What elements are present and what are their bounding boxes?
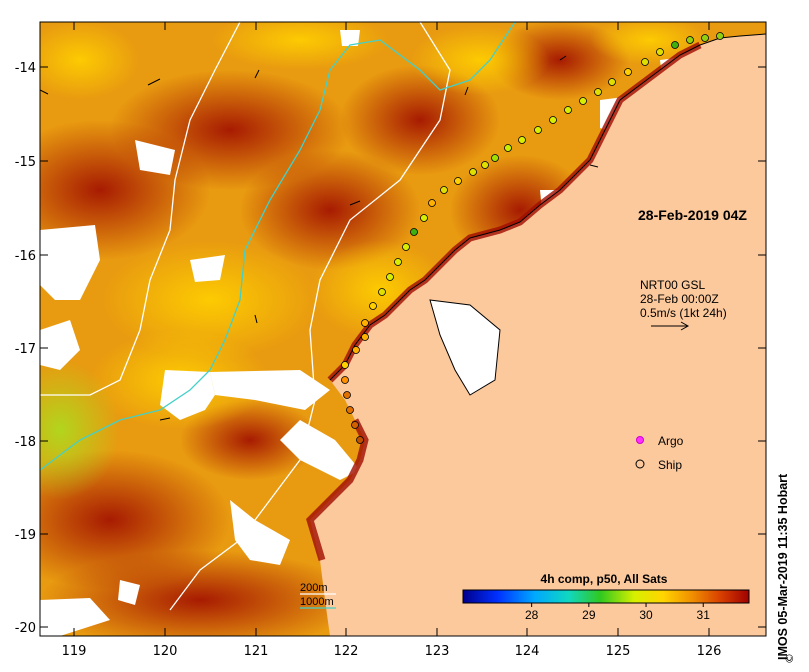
axis-ticks <box>40 22 766 636</box>
colorbar-tick-label: 31 <box>697 608 711 622</box>
ship-marker-icon <box>635 459 645 469</box>
colorbar: 4h comp, p50, All Sats 28 29 30 31 <box>462 572 750 622</box>
scale-arrow-icon <box>651 321 690 331</box>
current-legend-line2: 28-Feb 00:00Z <box>640 292 719 306</box>
copyright-mark: © <box>783 653 796 664</box>
ship-track <box>341 32 724 444</box>
ship-label: Ship <box>658 458 682 472</box>
credit-text: IMOS 05-Mar-2019 11:35 Hobart <box>776 473 790 660</box>
current-legend-line3: 0.5m/s (1kt 24h) <box>640 306 727 320</box>
lon-tick-labels: 119 120 121 122 123 124 125 126 <box>62 644 722 659</box>
plot-frame <box>39 21 767 637</box>
argo-label: Argo <box>658 434 684 448</box>
lon-tick: 123 <box>425 644 450 659</box>
current-vectors <box>40 55 599 421</box>
lon-tick: 122 <box>334 644 359 659</box>
lat-tick-labels: -14 -15 -16 -17 -18 -19 -20 <box>15 61 36 636</box>
current-legend: NRT00 GSL 28-Feb 00:00Z 0.5m/s (1kt 24h) <box>640 278 727 331</box>
current-legend-line1: NRT00 GSL <box>640 278 705 292</box>
colorbar-tick-label: 29 <box>582 608 596 622</box>
lat-tick: -16 <box>15 249 36 264</box>
lat-tick: -14 <box>15 61 36 76</box>
symbol-legend: Argo Ship <box>635 434 684 472</box>
lon-tick: 120 <box>153 644 178 659</box>
lat-tick: -15 <box>15 155 36 170</box>
colorbar-tick-label: 28 <box>525 608 539 622</box>
lat-tick: -20 <box>15 621 36 636</box>
lat-tick: -19 <box>15 528 36 543</box>
colorbar-gradient <box>462 589 750 604</box>
land-mass <box>310 34 766 636</box>
timestamp-label: 28-Feb-2019 04Z <box>638 207 747 223</box>
lon-tick: 121 <box>244 644 269 659</box>
lat-tick: -18 <box>15 435 36 450</box>
lon-tick: 119 <box>62 644 87 659</box>
isobath-200-label: 200m <box>300 582 328 594</box>
lat-tick: -17 <box>15 342 36 357</box>
isobath-1000-label: 1000m <box>300 596 334 608</box>
argo-marker-icon <box>636 436 644 444</box>
lon-tick: 126 <box>697 644 722 659</box>
isobath-1000m <box>40 22 516 471</box>
isobath-200m <box>40 22 241 396</box>
colorbar-tick-label: 30 <box>639 608 653 622</box>
lon-tick: 124 <box>515 644 540 659</box>
colorbar-title: 4h comp, p50, All Sats <box>541 572 668 586</box>
lon-tick: 125 <box>606 644 631 659</box>
sst-field <box>40 22 766 636</box>
isobath-legend: 200m 1000m <box>300 582 336 609</box>
